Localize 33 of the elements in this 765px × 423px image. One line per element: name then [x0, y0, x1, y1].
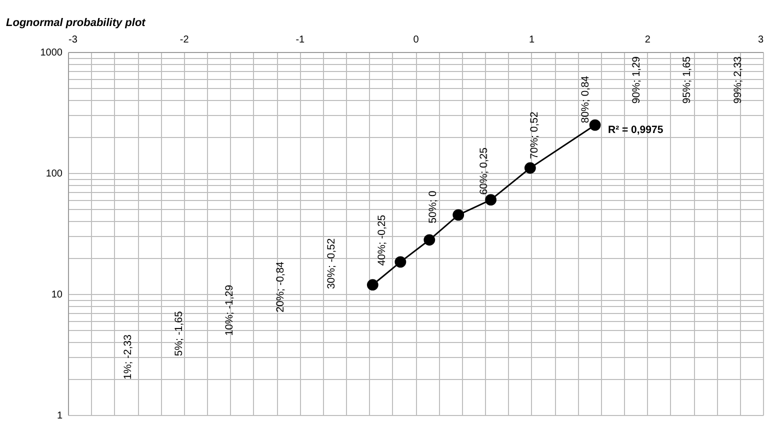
x-tick-label: -3: [68, 34, 78, 46]
chart-title: Lognormal probability plot: [6, 17, 147, 29]
point: [366, 279, 378, 291]
y-tick-label: 100: [46, 168, 63, 180]
x-tick-label: -2: [180, 34, 190, 46]
annotation: 60%; 0,25: [478, 147, 490, 195]
annotation: 5%; -1,65: [172, 311, 185, 356]
point: [589, 119, 601, 131]
annotation: 70%; 0,52: [528, 112, 541, 159]
annotation: 40%; -0,25: [376, 214, 388, 266]
point: [424, 234, 436, 246]
annotation: 90%; 1,29: [630, 56, 642, 104]
point: [452, 209, 464, 221]
annotation: 20%; -0,84: [274, 261, 286, 312]
y-tick-label: 10: [51, 290, 63, 300]
point: [394, 256, 406, 268]
x-tick-label: 3: [758, 34, 764, 46]
point: [485, 194, 496, 206]
annotation: 10%; -1,29: [224, 284, 236, 336]
y-tick-label: 1: [56, 410, 63, 422]
y-tick-label: 1000: [40, 48, 63, 58]
annotation: 80%; 0,84: [580, 76, 592, 124]
annotation: 50%; 0: [427, 190, 439, 224]
x-tick-label: 1: [529, 34, 536, 46]
x-tick-label: 0: [413, 34, 420, 46]
annotation: 30%; -0,52: [325, 238, 338, 290]
point: [524, 162, 536, 174]
annotation: 95%; 1,65: [681, 56, 694, 104]
x-tick-label: 2: [644, 34, 651, 46]
x-tick-label: -1: [296, 34, 306, 46]
annotation: 1%; -2,33: [122, 334, 134, 380]
annotation: 99%; 2,33: [732, 56, 744, 104]
annotation: R² = 0,9975: [608, 124, 664, 136]
